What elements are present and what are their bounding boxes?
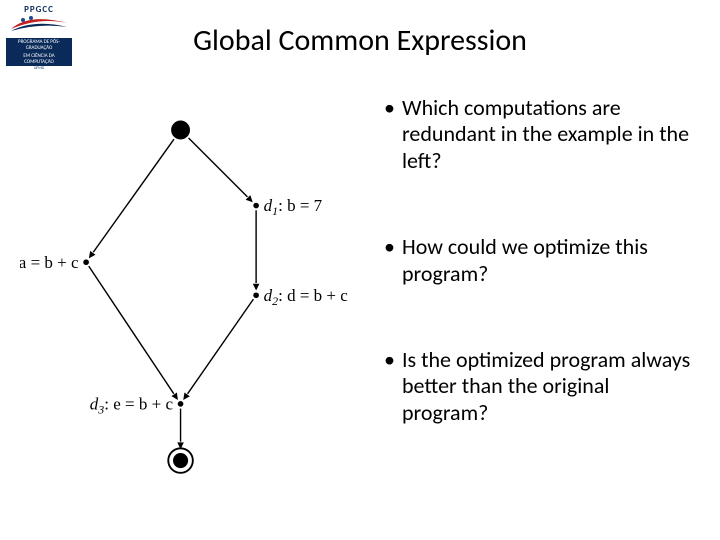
slide: PPGCC PROGRAMA DE PÓS-GRADUAÇÃO EM CIÊNC… — [0, 0, 720, 540]
bullet-item: Which computations are redundant in the … — [380, 95, 700, 174]
page-title: Global Common Expression — [0, 22, 720, 59]
bullet-list: Which computations are redundant in the … — [380, 95, 700, 486]
logo-text: PPGCC — [6, 4, 72, 15]
bullet-item: How could we optimize this program? — [380, 234, 700, 287]
svg-text:d3: e = b + c: d3: e = b + c — [90, 395, 174, 417]
svg-text:d2: d = b + c: d2: d = b + c — [264, 286, 349, 308]
svg-text:d1: b = 7: d1: b = 7 — [264, 196, 323, 218]
bullet-item: Is the optimized program always better t… — [380, 347, 700, 426]
svg-text:d0: a = b + c: d0: a = b + c — [20, 253, 79, 275]
logo-sub3: UFMG — [6, 66, 72, 71]
flow-diagram: d0: a = b + c d1: b = 7 d2: d = b + c d3: e… — [20, 100, 360, 500]
